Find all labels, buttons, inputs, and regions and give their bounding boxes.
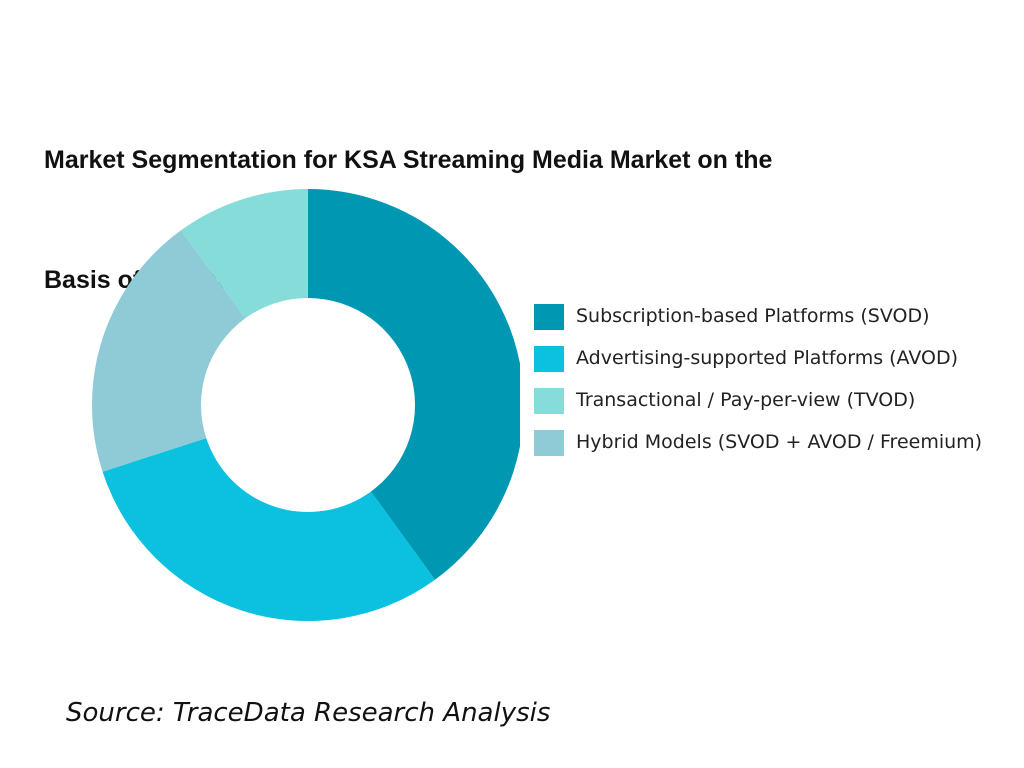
donut-slice — [308, 189, 520, 580]
legend-label: Advertising-supported Platforms (AVOD) — [576, 347, 958, 369]
donut-slice — [181, 189, 308, 319]
legend-item: Hybrid Models (SVOD + AVOD / Freemium) — [534, 428, 1014, 458]
chart — [92, 189, 520, 621]
legend-item: Transactional / Pay-per-view (TVOD) — [534, 386, 1014, 416]
legend-swatch — [534, 430, 564, 456]
legend-label: Transactional / Pay-per-view (TVOD) — [576, 389, 916, 411]
legend-swatch — [534, 388, 564, 414]
legend-item: Subscription-based Platforms (SVOD) — [534, 302, 1014, 332]
donut-slice — [102, 438, 435, 621]
legend-label: Subscription-based Platforms (SVOD) — [576, 305, 930, 327]
legend-label: Hybrid Models (SVOD + AVOD / Freemium) — [576, 431, 983, 453]
legend-item: Advertising-supported Platforms (AVOD) — [534, 344, 1014, 374]
source-note: Source: TraceData Research Analysis — [66, 698, 551, 728]
legend-swatch — [534, 304, 564, 330]
legend-swatch — [534, 346, 564, 372]
legend: Subscription-based Platforms (SVOD) Adver… — [534, 302, 1014, 470]
title-line: Market Segmentation for KSA Streaming Me… — [44, 146, 773, 174]
donut-slice — [92, 230, 246, 472]
